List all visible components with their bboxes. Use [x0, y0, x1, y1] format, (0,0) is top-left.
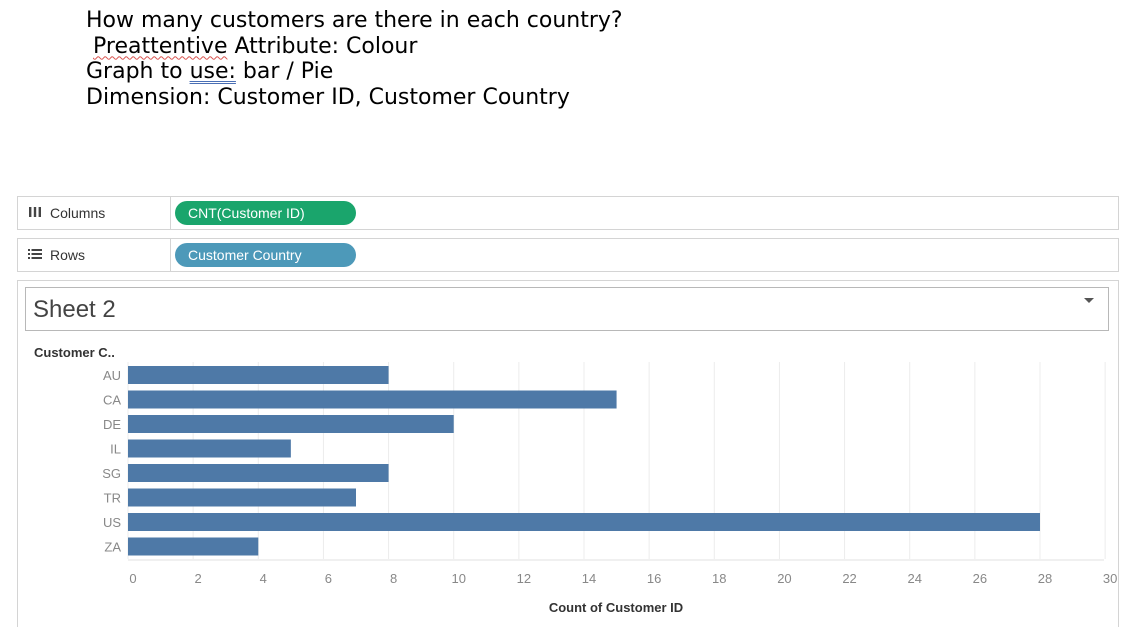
question-notes: How many customers are there in each cou… — [86, 8, 623, 110]
bar-sg[interactable] — [128, 464, 389, 482]
x-axis-label: Count of Customer ID — [549, 600, 683, 615]
sheet-title-text: Sheet 2 — [33, 296, 116, 323]
category-label: IL — [110, 442, 121, 457]
x-tick-label: 0 — [129, 571, 136, 586]
category-label: DE — [103, 417, 121, 432]
x-tick-label: 6 — [325, 571, 332, 586]
category-label: TR — [104, 491, 121, 506]
x-tick-label: 30 — [1103, 571, 1117, 586]
columns-icon — [27, 206, 43, 221]
columns-shelf-label: Columns — [18, 197, 171, 229]
row-header: Customer C.. — [34, 345, 115, 360]
notes-graph-word: use: — [189, 59, 236, 84]
category-label: AU — [103, 368, 121, 383]
category-label: CA — [103, 393, 121, 408]
x-tick-label: 26 — [973, 571, 987, 586]
dropdown-icon[interactable] — [1084, 298, 1094, 303]
notes-graph-rest: bar / Pie — [235, 59, 334, 84]
category-label: ZA — [104, 540, 121, 555]
notes-attribute-rest: Attribute: Colour — [227, 33, 418, 59]
category-label: US — [103, 515, 121, 530]
notes-attribute-word: Preattentive — [93, 33, 228, 59]
bar-tr[interactable] — [128, 488, 356, 507]
bar-za[interactable] — [128, 537, 259, 556]
bar-ca[interactable] — [128, 390, 617, 409]
bar-us[interactable] — [128, 513, 1040, 531]
notes-dimension: Dimension: Customer ID, Customer Country — [86, 84, 570, 110]
x-tick-label: 8 — [390, 571, 397, 586]
x-tick-label: 16 — [647, 571, 661, 586]
bar-au[interactable] — [128, 366, 389, 384]
notes-attribute: Preattentive Attribute: Colour — [86, 34, 623, 60]
x-tick-label: 24 — [907, 571, 921, 586]
x-tick-label: 4 — [260, 571, 267, 586]
x-tick-label: 20 — [777, 571, 791, 586]
sheet-title[interactable]: Sheet 2 — [25, 287, 1109, 331]
notes-graph: Graph to use: bar / Pie — [86, 59, 623, 85]
customer-country-pill[interactable]: Customer Country — [175, 243, 356, 267]
rows-shelf[interactable]: Rows Customer Country — [17, 238, 1119, 272]
cnt-customer-id-pill[interactable]: CNT(Customer ID) — [175, 201, 356, 225]
x-tick-label: 10 — [451, 571, 465, 586]
rows-shelf-label: Rows — [18, 239, 171, 271]
columns-label: Columns — [50, 205, 106, 221]
x-tick-label: 2 — [195, 571, 202, 586]
x-tick-label: 12 — [517, 571, 531, 586]
columns-shelf[interactable]: Columns CNT(Customer ID) — [17, 196, 1119, 230]
bar-il[interactable] — [128, 439, 291, 458]
x-tick-label: 22 — [842, 571, 856, 586]
bar-de[interactable] — [128, 415, 454, 433]
rows-label: Rows — [50, 247, 86, 263]
x-tick-label: 18 — [712, 571, 726, 586]
notes-graph-prefix: Graph to — [86, 59, 190, 84]
x-tick-label: 14 — [582, 571, 596, 586]
category-label: SG — [102, 466, 121, 481]
rows-icon — [27, 248, 43, 263]
x-tick-label: 28 — [1038, 571, 1052, 586]
notes-question: How many customers are there in each cou… — [86, 8, 623, 33]
